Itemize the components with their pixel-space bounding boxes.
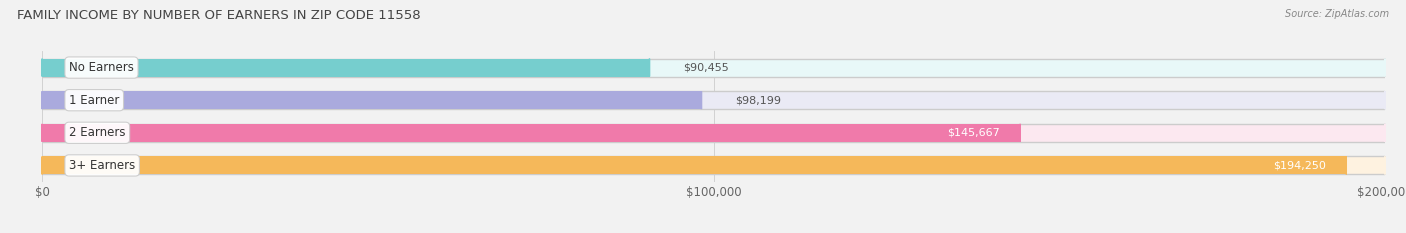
- Bar: [42, 157, 1385, 174]
- Text: No Earners: No Earners: [69, 61, 134, 74]
- Text: $194,250: $194,250: [1274, 161, 1326, 170]
- Bar: [42, 91, 1385, 109]
- Text: 1 Earner: 1 Earner: [69, 94, 120, 107]
- Text: Source: ZipAtlas.com: Source: ZipAtlas.com: [1285, 9, 1389, 19]
- Bar: [42, 124, 1385, 142]
- Bar: [42, 157, 1347, 174]
- Bar: [42, 59, 650, 76]
- Text: $145,667: $145,667: [948, 128, 1000, 138]
- Text: 3+ Earners: 3+ Earners: [69, 159, 135, 172]
- Bar: [42, 59, 1385, 76]
- Text: $98,199: $98,199: [735, 95, 780, 105]
- Text: $90,455: $90,455: [683, 63, 728, 72]
- Text: 2 Earners: 2 Earners: [69, 126, 125, 139]
- Text: FAMILY INCOME BY NUMBER OF EARNERS IN ZIP CODE 11558: FAMILY INCOME BY NUMBER OF EARNERS IN ZI…: [17, 9, 420, 22]
- Bar: [42, 91, 702, 109]
- Bar: [42, 124, 1021, 142]
